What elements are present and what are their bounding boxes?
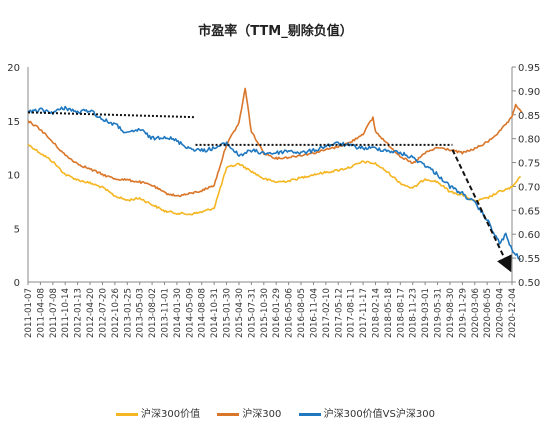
x-tick-label: 2017-05-12 [334, 288, 344, 338]
x-tick-label: 2015-10-30 [260, 288, 270, 338]
chart-title: 市盈率（TTM_剔除负值） [198, 24, 353, 39]
x-tick-label: 2015-01-30 [223, 288, 233, 338]
x-tick-label: 2015-07-31 [247, 288, 257, 338]
x-tick-label: 2019-08-30 [446, 288, 456, 338]
x-tick-label: 2020-03-06 [471, 288, 481, 338]
legend-label-hs300: 沪深300 [242, 409, 282, 420]
x-tick-label: 2011-04-08 [36, 288, 46, 338]
x-tick-label: 2016-05-06 [285, 288, 295, 338]
x-tick-label: 2017-02-10 [322, 288, 332, 338]
x-tick-label: 2012-04-20 [86, 288, 96, 338]
legend-item-hs300: 沪深300 [217, 405, 281, 420]
legend-label-value: 沪深300价值 [141, 409, 201, 420]
x-tick-label: 2016-01-29 [272, 288, 282, 338]
y-left-tick-label: 0 [14, 278, 20, 289]
x-tick-label: 2015-04-30 [235, 288, 245, 338]
x-tick-label: 2012-10-26 [111, 288, 121, 338]
trend-line-2 [451, 149, 512, 273]
x-tick-label: 2017-11-17 [359, 288, 369, 338]
y-right-tick-label: 0.80 [518, 135, 540, 146]
y-right-tick-label: 0.60 [518, 230, 540, 241]
x-tick-label: 2019-03-01 [421, 288, 431, 338]
x-tick-label: 2014-08-08 [198, 288, 208, 338]
x-tick-label: 2018-08-17 [396, 288, 406, 338]
x-tick-label: 2014-01-30 [173, 288, 183, 338]
series-line-1 [27, 87, 523, 198]
x-tick-label: 2013-01-25 [123, 288, 133, 338]
y-right-tick-label: 0.85 [518, 111, 540, 122]
legend-label-ratio: 沪深300价值VS沪深300 [323, 409, 435, 420]
x-tick-label: 2012-07-20 [98, 288, 108, 338]
series-line-2 [27, 105, 521, 260]
x-tick-label: 2018-02-14 [371, 288, 381, 338]
x-tick-label: 2014-05-09 [185, 288, 195, 338]
legend-swatch-ratio [298, 412, 321, 416]
y-left-tick-label: 15 [7, 117, 20, 128]
x-tick-label: 2020-06-05 [483, 288, 493, 338]
x-tick-label: 2018-11-23 [409, 288, 419, 338]
x-tick-label: 2011-10-14 [61, 288, 71, 338]
y-right-tick-label: 0.75 [518, 159, 540, 170]
x-tick-label: 2014-10-31 [210, 288, 220, 338]
y-right-tick-label: 0.55 [518, 254, 540, 265]
y-right-tick-label: 0.95 [518, 63, 540, 74]
y-right-tick-label: 0.70 [518, 182, 540, 193]
chart-legend: 沪深300价值 沪深300 沪深300价值VS沪深300 [0, 405, 551, 420]
legend-item-ratio: 沪深300价值VS沪深300 [298, 405, 435, 420]
x-tick-label: 2011-01-07 [24, 288, 34, 338]
legend-swatch-hs300 [217, 412, 240, 416]
x-tick-label: 2017-08-11 [347, 288, 357, 338]
x-tick-label: 2020-09-04 [496, 288, 506, 338]
x-tick-label: 2012-01-13 [74, 288, 84, 338]
x-tick-label: 2020-12-04 [508, 288, 518, 338]
series-line-0 [27, 143, 522, 216]
legend-swatch-value [116, 412, 139, 416]
x-tick-label: 2013-08-02 [148, 288, 158, 338]
y-right-tick-label: 0.90 [518, 87, 540, 98]
x-tick-label: 2019-05-31 [434, 288, 444, 338]
x-tick-label: 2013-05-03 [136, 288, 146, 338]
legend-item-value: 沪深300价值 [116, 405, 200, 420]
x-tick-label: 2019-11-29 [458, 288, 468, 338]
y-left-tick-label: 5 [14, 224, 20, 235]
y-left-tick-label: 10 [7, 171, 20, 182]
x-tick-label: 2018-05-18 [384, 288, 394, 338]
x-tick-label: 2011-07-08 [49, 288, 59, 338]
x-tick-label: 2013-11-01 [161, 288, 171, 338]
y-right-tick-label: 0.50 [518, 278, 540, 289]
x-tick-label: 2016-08-05 [297, 288, 307, 338]
y-right-tick-label: 0.65 [518, 206, 540, 217]
x-tick-label: 2016-11-04 [309, 288, 319, 338]
y-left-tick-label: 20 [7, 63, 20, 74]
